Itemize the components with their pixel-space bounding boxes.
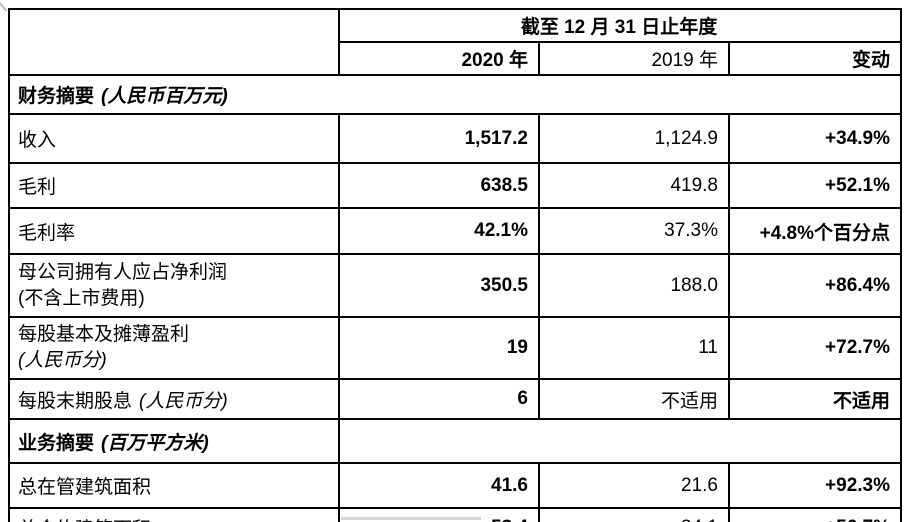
value-2020: 41.6 — [338, 462, 540, 509]
header-row-period: 截至 12 月 31 日止年度 — [8, 8, 903, 76]
section-business-empty-cell — [337, 418, 903, 464]
row-label: 总在管建筑面积 — [8, 462, 340, 509]
value-change: +92.3% — [727, 462, 903, 509]
label-line1: 母公司拥有人应占净利润 — [18, 261, 228, 283]
row-final-dividend: 每股末期股息 (人民币分) 6 不适用 不适用 — [8, 378, 903, 420]
label-line1: 每股基本及摊薄盈利 — [18, 324, 190, 345]
value-2019: 419.8 — [538, 162, 730, 209]
col-header-2019: 2019 年 — [538, 41, 730, 76]
corner-cell — [8, 8, 340, 76]
value-change: +72.7% — [727, 316, 903, 380]
label-text: 每股末期股息 — [18, 390, 133, 412]
value-2019: 37.3% — [538, 207, 730, 255]
row-label: 毛利率 — [8, 207, 340, 255]
value-2020: 19 — [338, 316, 540, 380]
section-financial-unit-note: (人民币百万元) — [101, 86, 228, 107]
label-line2: (不含上市费用) — [18, 287, 145, 309]
financial-summary-table: 截至 12 月 31 日止年度 2020 年 2019 年 变动 财务摘要 (人民… — [7, 8, 903, 522]
row-label: 毛利 — [8, 162, 340, 209]
crop-artifact-top-left — [0, 2, 8, 12]
value-2019: 34.1 — [538, 507, 730, 522]
section-row-financial: 财务摘要 (人民币百万元) — [7, 74, 903, 115]
section-financial-cell: 财务摘要 (人民币百万元) — [7, 74, 903, 115]
col-header-2020: 2020 年 — [338, 41, 540, 76]
row-revenue: 收入 1,517.2 1,124.9 +34.9% — [8, 113, 903, 164]
section-business-unit-note: (百万平方米) — [101, 432, 209, 454]
row-label: 每股末期股息 (人民币分) — [8, 378, 340, 420]
row-label: 总合约建筑面积 — [8, 507, 340, 522]
value-2020: 1,517.2 — [338, 113, 540, 164]
value-change: 不适用 — [727, 378, 903, 420]
value-2019: 1,124.9 — [538, 113, 730, 164]
value-change: +86.4% — [727, 253, 903, 318]
row-label: 收入 — [8, 113, 340, 164]
col-header-change: 变动 — [727, 41, 903, 76]
row-gfa-under-management: 总在管建筑面积 41.6 21.6 +92.3% — [8, 462, 903, 509]
row-label: 每股基本及摊薄盈利 (人民币分) — [8, 316, 340, 380]
value-2019: 188.0 — [538, 253, 730, 318]
value-2020: 42.1% — [338, 207, 540, 255]
row-gross-margin: 毛利率 42.1% 37.3% +4.8%个百分点 — [8, 207, 903, 255]
row-label: 母公司拥有人应占净利润 (不含上市费用) — [8, 253, 340, 318]
header-row-years: 2020 年 2019 年 变动 — [9, 41, 903, 76]
value-2020: 638.5 — [338, 162, 540, 209]
row-net-profit: 母公司拥有人应占净利润 (不含上市费用) 350.5 188.0 +86.4% — [8, 253, 903, 318]
section-business-title: 业务摘要 — [18, 432, 95, 454]
value-2019: 11 — [538, 316, 730, 380]
section-row-business: 业务摘要 (百万平方米) — [8, 418, 903, 464]
section-business-cell: 业务摘要 (百万平方米) — [8, 418, 340, 464]
label-note: (人民币分) — [139, 390, 228, 412]
value-2020: 350.5 — [338, 253, 540, 318]
value-change: +34.9% — [727, 113, 903, 164]
row-gross-profit: 毛利 638.5 419.8 +52.1% — [8, 162, 903, 209]
section-financial-title: 财务摘要 — [18, 86, 95, 107]
label-line2: (人民币分) — [18, 350, 107, 371]
value-change: +52.1% — [727, 162, 903, 209]
value-2019: 不适用 — [538, 378, 730, 420]
value-2019: 21.6 — [538, 462, 730, 509]
value-change: +56.7% — [727, 507, 903, 522]
crop-artifact-bottom — [341, 517, 481, 520]
period-title: 截至 12 月 31 日止年度 — [337, 8, 903, 43]
value-change: +4.8%个百分点 — [727, 207, 903, 255]
row-eps: 每股基本及摊薄盈利 (人民币分) 19 11 +72.7% — [8, 316, 903, 380]
value-2020: 6 — [338, 378, 540, 420]
